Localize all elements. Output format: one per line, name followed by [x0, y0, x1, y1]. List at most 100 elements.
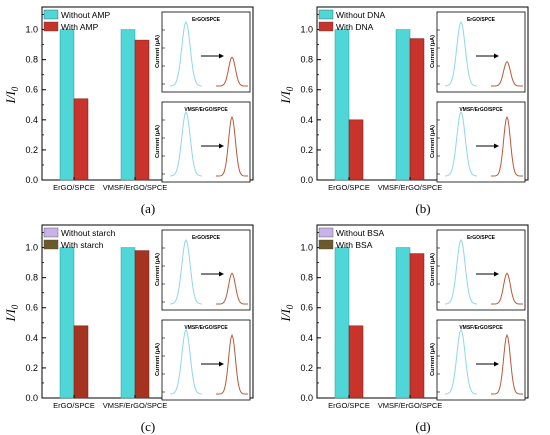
peak-after [216, 333, 248, 395]
panel-c: 0.0 0.2 0.4 0.6 0.8 1.0 I/I0 ErGO/SPCE VMSF/ErGO… [3, 224, 254, 434]
inset-y-label: Current (μA) [155, 343, 161, 376]
inset-title: VMSF/ErGO/SPCE [459, 107, 503, 113]
legend-swatch [43, 21, 59, 32]
inset-ergo: ErGO/SPCE Current (μA) [155, 229, 251, 311]
y-axis-title: I/I0 [278, 304, 295, 322]
y-axis-title-sub: 0 [285, 86, 295, 91]
y-tick-label: 0.4 [300, 333, 313, 343]
x-category-label: VMSF/ErGO/SPCE [103, 183, 168, 192]
peak-after [491, 272, 523, 305]
bar-without [395, 29, 411, 181]
inset-frame [161, 101, 251, 183]
legend-label: With DNA [336, 22, 374, 32]
y-tick-label: 0.4 [25, 333, 38, 343]
y-axis-title-sub: 0 [10, 304, 20, 309]
inset-ergo: ErGO/SPCE Current (μA) [155, 11, 251, 93]
legend-swatch [318, 9, 334, 20]
legend-swatch [318, 239, 334, 250]
inset-ergo: ErGO/SPCE Current (μA) [430, 229, 526, 311]
bar-without [395, 247, 411, 399]
inset-title: ErGO/SPCE [192, 235, 221, 241]
y-tick-label: 0.6 [25, 85, 38, 95]
y-tick-label: 0.4 [25, 115, 38, 125]
x-category-label: VMSF/ErGO/SPCE [378, 183, 443, 192]
inset-frame [161, 11, 251, 93]
legend-swatch [43, 239, 59, 250]
legend-label: Without starch [61, 228, 116, 238]
peak-before [169, 328, 203, 395]
bar-without [334, 247, 350, 399]
peak-after [216, 56, 248, 87]
inset-title: VMSF/ErGO/SPCE [184, 325, 228, 331]
arrow-head [494, 53, 499, 59]
arrow-head [219, 361, 224, 367]
legend-swatch [318, 227, 334, 238]
x-category-label: VMSF/ErGO/SPCE [378, 401, 443, 410]
bar-with [73, 98, 89, 181]
bar-without [59, 29, 75, 181]
peak-before [444, 20, 478, 87]
inset-frame [161, 229, 251, 311]
panel-b: 0.0 0.2 0.4 0.6 0.8 1.0 I/I0 ErGO/SPCE VMSF/ErGO… [278, 6, 529, 216]
y-tick-label: 0.6 [300, 303, 313, 313]
peak-before [169, 110, 203, 177]
inset-frame [436, 101, 526, 183]
inset-title: ErGO/SPCE [467, 235, 496, 241]
legend-label: With BSA [336, 240, 373, 250]
y-tick-label: 0.4 [300, 115, 313, 125]
legend-label: With AMP [61, 22, 99, 32]
peak-before [169, 20, 203, 87]
peak-after [491, 333, 523, 395]
y-tick-label: 0.0 [25, 175, 38, 185]
peak-after [491, 115, 523, 177]
peak-before [169, 238, 203, 305]
y-axis-title-main: I/I [278, 309, 293, 323]
x-category-label: ErGO/SPCE [328, 183, 370, 192]
y-axis-title-main: I/I [3, 91, 18, 105]
y-axis-title: I/I0 [3, 304, 20, 322]
y-tick-label: 0.0 [300, 175, 313, 185]
inset-y-label: Current (μA) [430, 253, 436, 286]
inset-y-label: Current (μA) [430, 35, 436, 68]
inset-ergo: ErGO/SPCE Current (μA) [430, 11, 526, 93]
legend-label: Without DNA [336, 10, 385, 20]
panel-caption: (b) [415, 201, 430, 216]
x-category-label: ErGO/SPCE [53, 401, 95, 410]
inset-y-label: Current (μA) [155, 35, 161, 68]
y-axis-title-main: I/I [278, 91, 293, 105]
peak-before [444, 328, 478, 395]
arrow-head [219, 53, 224, 59]
peak-after [216, 272, 248, 305]
y-tick-label: 0.2 [25, 145, 38, 155]
bar-with [348, 119, 364, 181]
peak-after [216, 115, 248, 177]
legend-label: With starch [61, 240, 104, 250]
y-tick-label: 0.2 [300, 363, 313, 373]
inset-frame [436, 11, 526, 93]
arrow-head [494, 143, 499, 149]
y-tick-label: 0.2 [25, 363, 38, 373]
inset-vmsf: VMSF/ErGO/SPCE Current (μA) [155, 319, 251, 401]
y-axis-title: I/I0 [3, 86, 20, 104]
y-tick-label: 0.8 [300, 55, 313, 65]
y-tick-label: 0.8 [300, 273, 313, 283]
panel-caption: (c) [141, 419, 155, 434]
y-axis-title-sub: 0 [10, 86, 20, 91]
y-axis-title: I/I0 [278, 86, 295, 104]
legend-label: Without BSA [336, 228, 385, 238]
y-axis-title-main: I/I [3, 309, 18, 323]
panel-a: 0.0 0.2 0.4 0.6 0.8 1.0 I/I0 ErGO/SPCE VMSF/ErGO… [3, 6, 254, 216]
peak-before [444, 110, 478, 177]
inset-y-label: Current (μA) [155, 253, 161, 286]
inset-title: ErGO/SPCE [467, 17, 496, 23]
arrow-head [494, 361, 499, 367]
panel-caption: (a) [141, 201, 155, 216]
inset-vmsf: VMSF/ErGO/SPCE Current (μA) [430, 101, 526, 183]
inset-title: VMSF/ErGO/SPCE [184, 107, 228, 113]
panel-caption: (d) [415, 419, 430, 434]
x-category-label: ErGO/SPCE [53, 183, 95, 192]
y-tick-label: 0.8 [25, 273, 38, 283]
arrow-head [494, 271, 499, 277]
bar-without [59, 247, 75, 399]
